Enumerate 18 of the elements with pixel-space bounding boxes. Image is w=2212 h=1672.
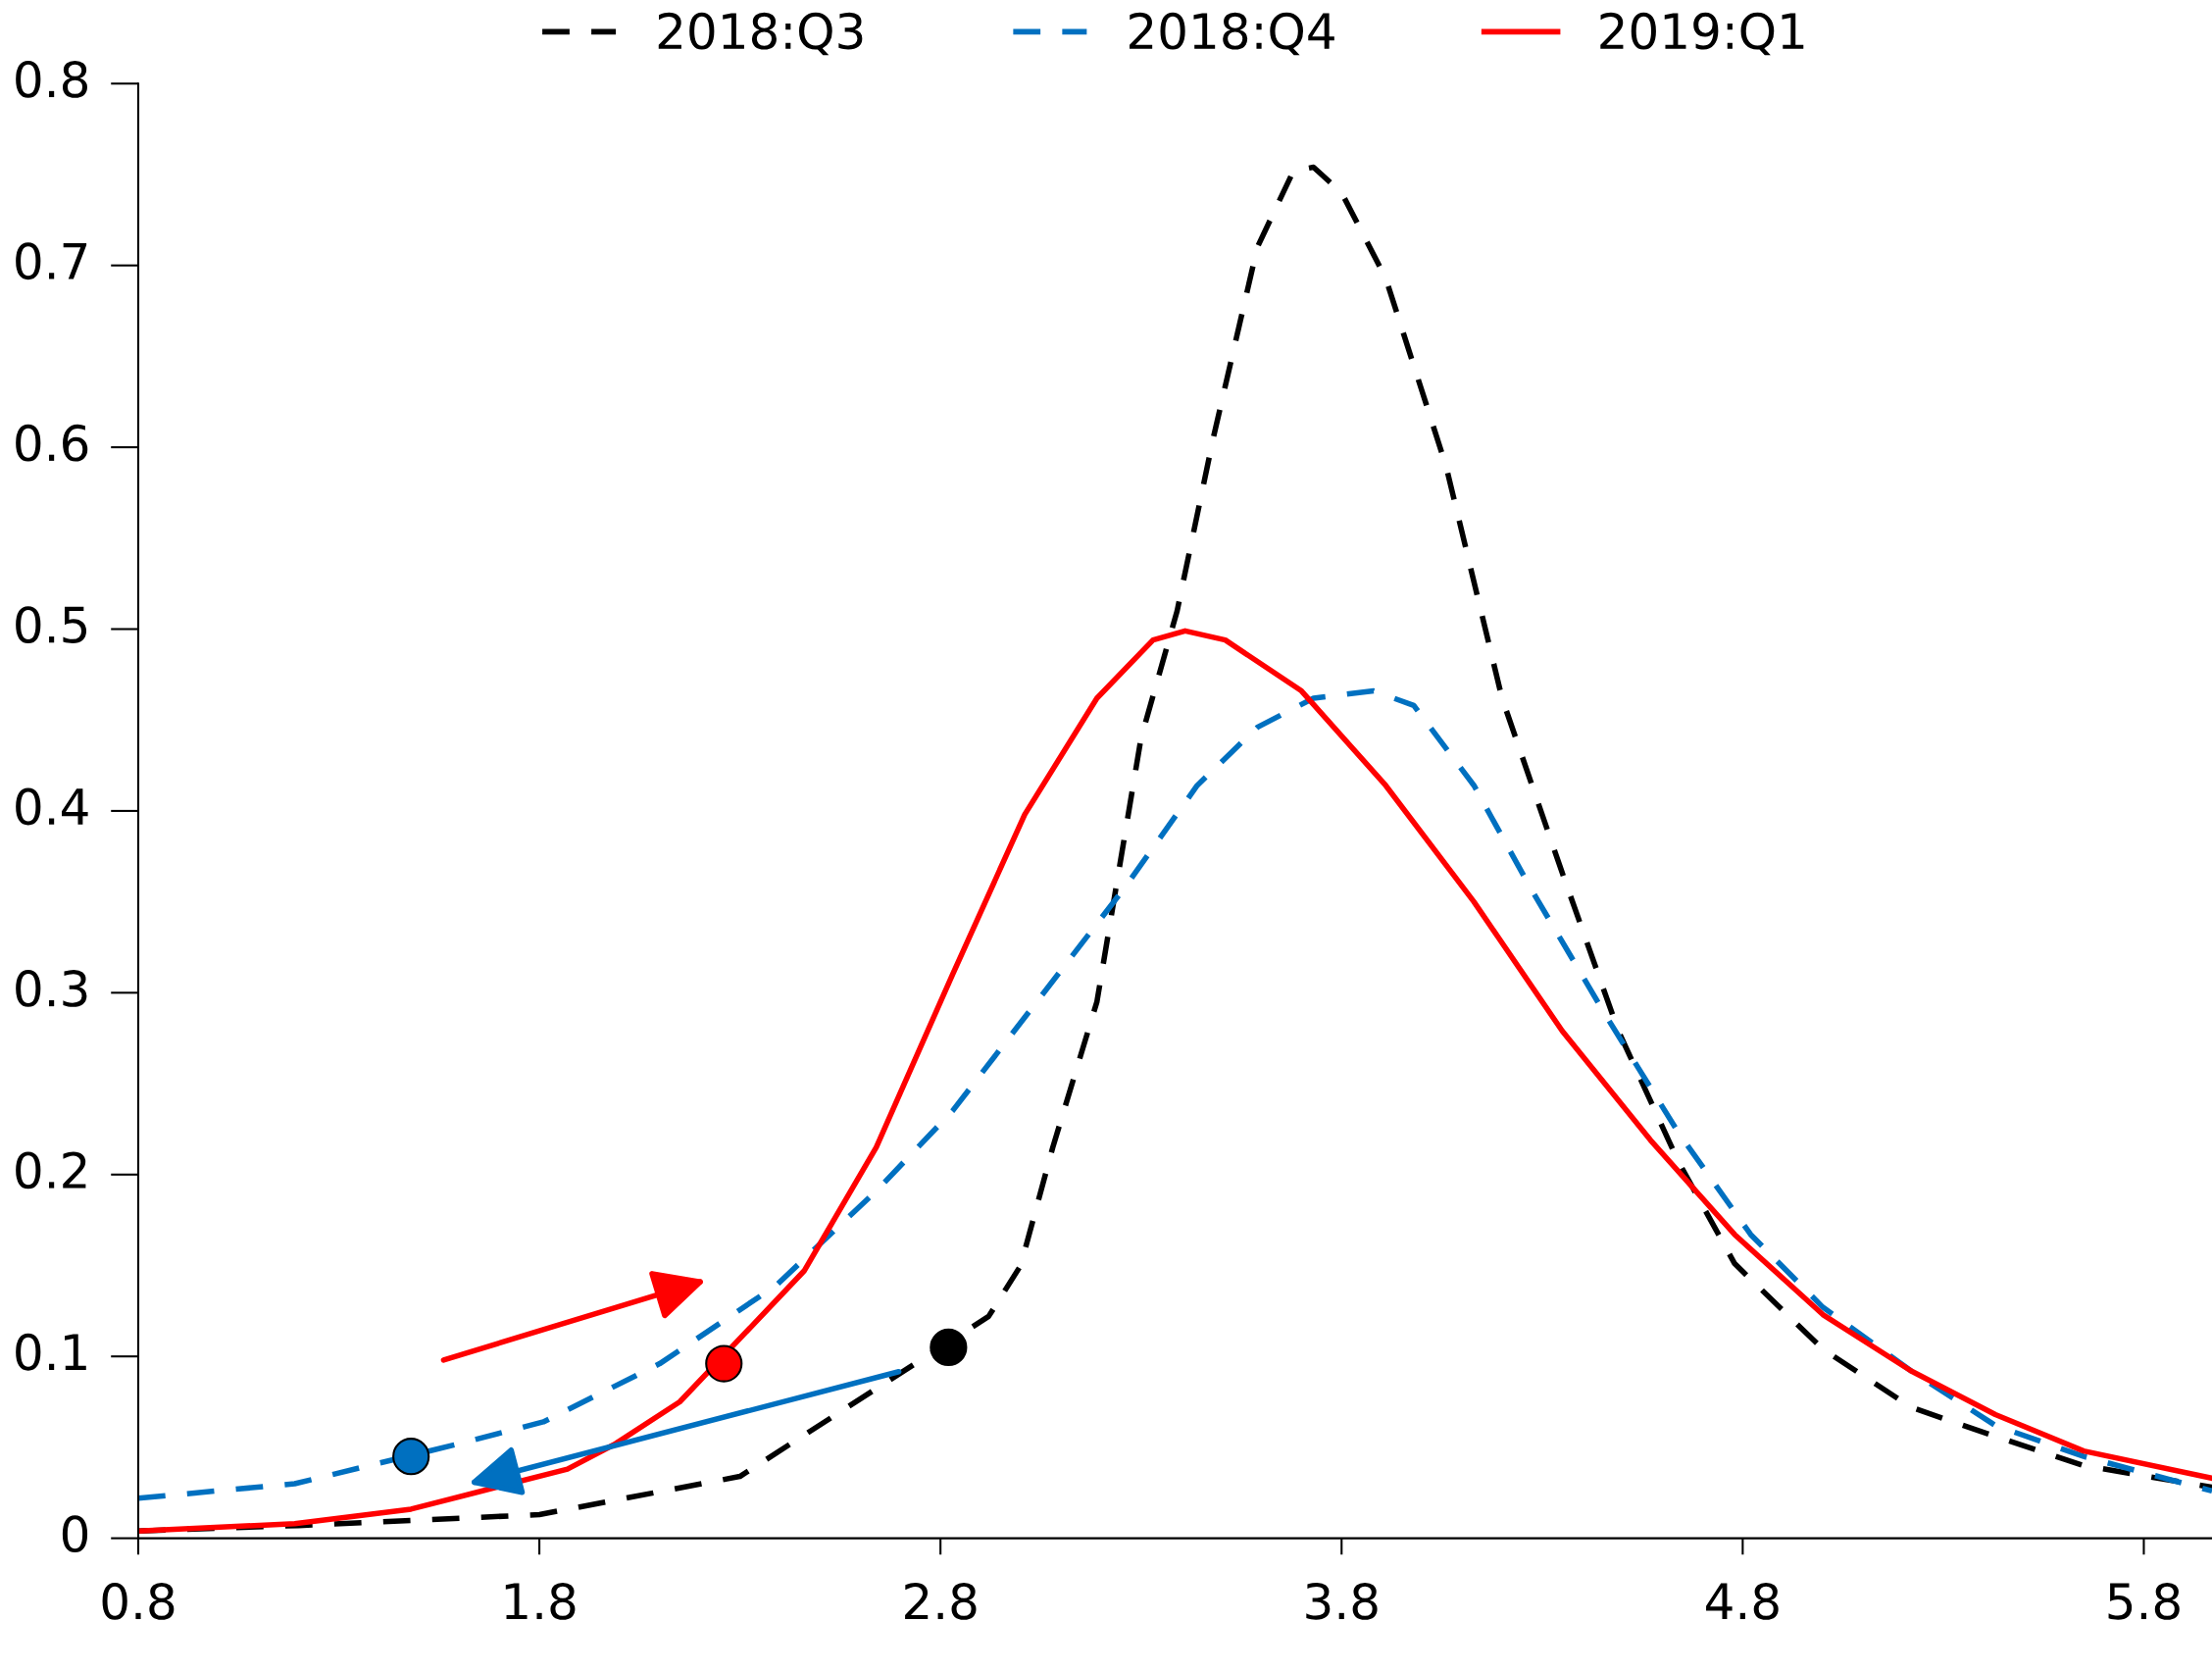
x-tick-label: 0.8	[102, 1582, 175, 1620]
legend-label: 2018:Q4	[1130, 12, 1334, 56]
x-tick-label: 3.8	[1306, 1582, 1378, 1620]
y-tick-label: 0.7	[16, 242, 87, 280]
y-tick-label: 0.3	[16, 970, 87, 1007]
y-tick-label: 0.6	[16, 424, 88, 462]
y-tick-label: 0.8	[16, 60, 87, 98]
x-tick-label: 2.8	[905, 1582, 977, 1620]
x-tick-label: 5.8	[2108, 1582, 2180, 1620]
y-tick-label: 0.2	[16, 1151, 86, 1190]
y-tick-label: 0.5	[16, 606, 87, 644]
x-tick-label: 4.8	[1706, 1582, 1779, 1620]
y-tick-label: 0.1	[16, 1333, 86, 1371]
legend-label: 2018:Q3	[658, 12, 863, 56]
y-tick-label: 0	[62, 1515, 88, 1553]
x-tick-label: 1.8	[505, 1582, 576, 1620]
legend-label: 2019:Q1	[1600, 12, 1804, 56]
y-tick-label: 0.4	[16, 787, 88, 826]
